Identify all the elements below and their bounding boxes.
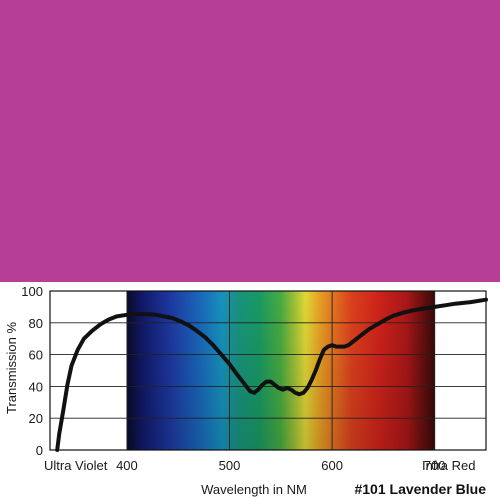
y-tick-label: 20 bbox=[29, 411, 43, 426]
x-tick-label: 500 bbox=[219, 458, 241, 473]
grid-lines bbox=[50, 291, 486, 450]
color-swatch bbox=[0, 0, 500, 282]
x-tick-label: 400 bbox=[116, 458, 138, 473]
transmission-chart: Transmission % 0 20 40 60 80 100 400 500 600 700… bbox=[4, 284, 488, 497]
infra-red-label: Infra Red bbox=[422, 458, 475, 473]
y-tick-label: 80 bbox=[29, 316, 43, 331]
plot-frame bbox=[49, 290, 487, 451]
y-tick-labels: 0 20 40 60 80 100 bbox=[21, 284, 43, 458]
y-axis-label-group: Transmission % bbox=[4, 322, 19, 414]
y-tick-label: 0 bbox=[36, 443, 43, 458]
x-axis-label: Wavelength in NM bbox=[201, 482, 307, 497]
y-axis-label: Transmission % bbox=[4, 322, 19, 414]
x-tick-label: 600 bbox=[321, 458, 343, 473]
x-tick-label: 700 bbox=[424, 458, 446, 473]
spectrum-shading bbox=[126, 291, 435, 450]
y-tick-label: 100 bbox=[21, 284, 43, 299]
ultra-violet-label: Ultra Violet bbox=[44, 458, 108, 473]
filter-name-label: #101 Lavender Blue bbox=[354, 481, 486, 497]
x-tick-labels: 400 500 600 700 bbox=[116, 458, 445, 473]
transmission-curve bbox=[55, 297, 488, 452]
y-tick-label: 60 bbox=[29, 348, 43, 363]
y-tick-label: 40 bbox=[29, 379, 43, 394]
